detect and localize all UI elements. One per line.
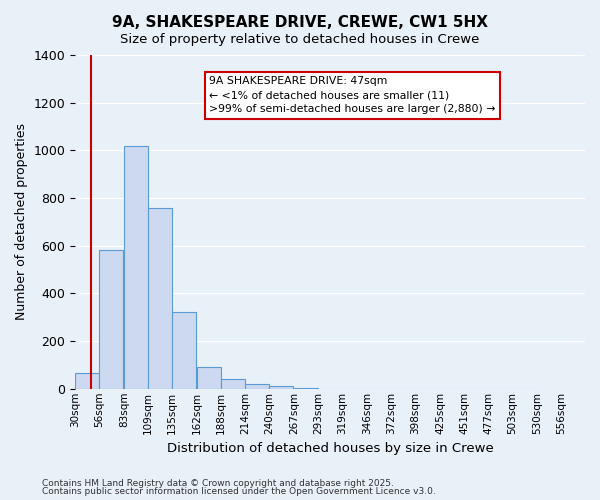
Text: Contains HM Land Registry data © Crown copyright and database right 2025.: Contains HM Land Registry data © Crown c… (42, 478, 394, 488)
Bar (197, 368, 221, 389)
Bar (269, 386, 293, 389)
Bar (75, 374, 99, 389)
Bar (124, 146, 148, 389)
Bar (148, 208, 172, 389)
Y-axis label: Number of detached properties: Number of detached properties (15, 124, 28, 320)
Text: 9A, SHAKESPEARE DRIVE, CREWE, CW1 5HX: 9A, SHAKESPEARE DRIVE, CREWE, CW1 5HX (112, 15, 488, 30)
Bar (99, 250, 123, 389)
Bar (245, 384, 269, 389)
Text: Size of property relative to detached houses in Crewe: Size of property relative to detached ho… (121, 32, 479, 46)
X-axis label: Distribution of detached houses by size in Crewe: Distribution of detached houses by size … (167, 442, 493, 455)
Text: Contains public sector information licensed under the Open Government Licence v3: Contains public sector information licen… (42, 487, 436, 496)
Bar (294, 388, 318, 389)
Bar (221, 379, 245, 389)
Text: 9A SHAKESPEARE DRIVE: 47sqm
← <1% of detached houses are smaller (11)
>99% of se: 9A SHAKESPEARE DRIVE: 47sqm ← <1% of det… (209, 76, 496, 114)
Bar (172, 312, 196, 389)
